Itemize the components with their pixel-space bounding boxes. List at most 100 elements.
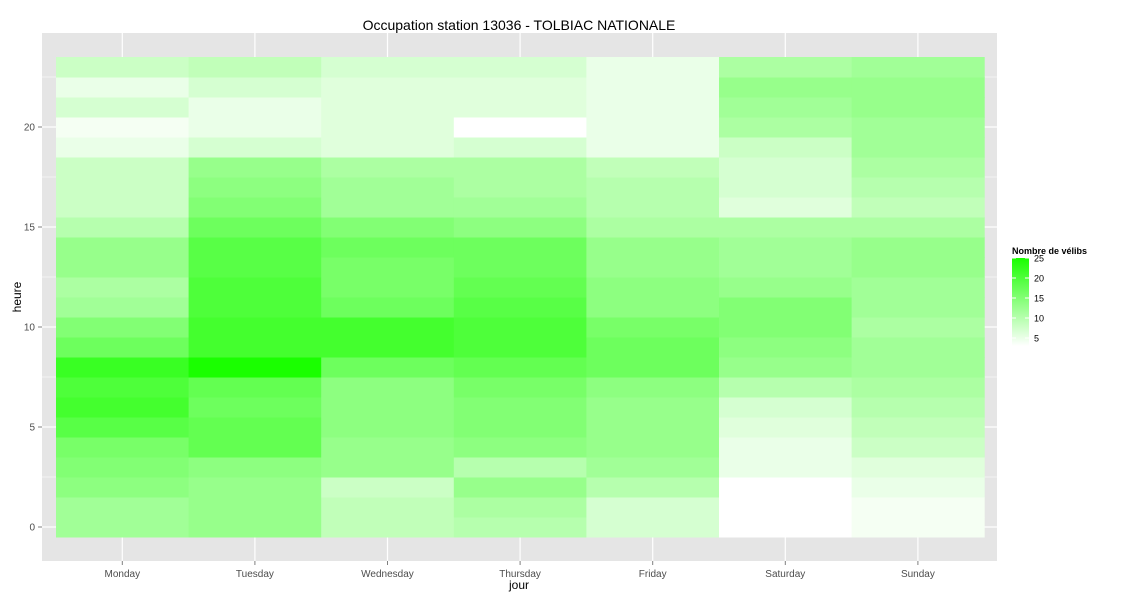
heatmap-cell [188, 57, 322, 78]
heatmap-cell [56, 377, 190, 398]
heatmap-cell [851, 157, 985, 178]
heatmap-cell [188, 437, 322, 458]
heatmap-cell [586, 57, 720, 78]
heatmap-cell [719, 77, 853, 98]
heatmap-cell [586, 257, 720, 278]
heatmap-cell [188, 417, 322, 438]
heatmap-cell [188, 477, 322, 498]
heatmap-cell [453, 197, 587, 218]
heatmap-cell [188, 77, 322, 98]
heatmap-cell [453, 457, 587, 478]
heatmap-cell [321, 77, 455, 98]
heatmap-cell [56, 277, 190, 298]
heatmap-cell [719, 177, 853, 198]
heatmap-cell [586, 217, 720, 238]
heatmap-cell [321, 477, 455, 498]
y-tick-label: 5 [29, 423, 35, 434]
heatmap-cell [188, 397, 322, 418]
heatmap-cell [851, 297, 985, 318]
heatmap-cell [321, 197, 455, 218]
x-tick-label: Sunday [901, 569, 935, 580]
heatmap-cell [188, 377, 322, 398]
heatmap-cell [719, 117, 853, 138]
heatmap-cell [851, 417, 985, 438]
heatmap-cell [321, 217, 455, 238]
heatmap-cell [453, 357, 587, 378]
heatmap-cell [851, 377, 985, 398]
heatmap-cell [453, 497, 587, 518]
y-tick-label: 20 [24, 123, 36, 134]
heatmap-cell [719, 237, 853, 258]
heatmap-cell [851, 357, 985, 378]
legend-colorbar [1012, 258, 1029, 346]
heatmap-cell [851, 97, 985, 118]
heatmap-cell [453, 377, 587, 398]
heatmap-cell [586, 297, 720, 318]
heatmap-cells [56, 57, 985, 538]
heatmap-cell [719, 57, 853, 78]
heatmap-cell [188, 157, 322, 178]
heatmap-cell [321, 57, 455, 78]
heatmap-cell [586, 477, 720, 498]
heatmap-cell [188, 137, 322, 158]
heatmap-cell [321, 297, 455, 318]
heatmap-cell [56, 137, 190, 158]
heatmap-cell [586, 317, 720, 338]
heatmap-cell [586, 277, 720, 298]
heatmap-cell [321, 137, 455, 158]
heatmap-cell [851, 197, 985, 218]
heatmap-cell [56, 457, 190, 478]
heatmap-cell [321, 417, 455, 438]
heatmap-cell [453, 257, 587, 278]
heatmap-cell [321, 517, 455, 538]
heatmap-cell [453, 117, 587, 138]
heatmap-cell [719, 517, 853, 538]
heatmap-cell [56, 217, 190, 238]
heatmap-cell [453, 337, 587, 358]
heatmap-cell [851, 477, 985, 498]
y-tick-label: 10 [24, 323, 36, 334]
heatmap-cell [453, 137, 587, 158]
heatmap-cell [188, 117, 322, 138]
heatmap-cell [321, 117, 455, 138]
heatmap-cell [453, 277, 587, 298]
heatmap-cell [453, 177, 587, 198]
heatmap-cell [851, 237, 985, 258]
heatmap-cell [851, 177, 985, 198]
heatmap-cell [56, 337, 190, 358]
legend-label: 25 [1034, 254, 1044, 264]
heatmap-cell [188, 237, 322, 258]
heatmap-cell [56, 477, 190, 498]
heatmap-cell [56, 437, 190, 458]
heatmap-cell [851, 117, 985, 138]
heatmap-cell [188, 217, 322, 238]
heatmap-cell [453, 397, 587, 418]
y-tick-label: 0 [29, 523, 35, 534]
heatmap-cell [851, 397, 985, 418]
heatmap-cell [719, 97, 853, 118]
heatmap-cell [586, 357, 720, 378]
heatmap-cell [719, 297, 853, 318]
heatmap-cell [321, 97, 455, 118]
heatmap-cell [851, 257, 985, 278]
heatmap-cell [188, 357, 322, 378]
heatmap-cell [719, 417, 853, 438]
heatmap-cell [188, 97, 322, 118]
y-tick-label: 15 [24, 223, 36, 234]
heatmap-cell [188, 257, 322, 278]
heatmap-cell [321, 457, 455, 478]
heatmap-cell [719, 277, 853, 298]
heatmap-cell [719, 257, 853, 278]
heatmap-cell [56, 177, 190, 198]
heatmap-cell [56, 417, 190, 438]
legend-label: 10 [1034, 314, 1044, 324]
heatmap-cell [719, 497, 853, 518]
heatmap-cell [188, 197, 322, 218]
heatmap-cell [719, 377, 853, 398]
heatmap-cell [453, 57, 587, 78]
heatmap-cell [719, 397, 853, 418]
heatmap-cell [586, 77, 720, 98]
heatmap-cell [719, 197, 853, 218]
x-tick-label: Monday [105, 569, 141, 580]
